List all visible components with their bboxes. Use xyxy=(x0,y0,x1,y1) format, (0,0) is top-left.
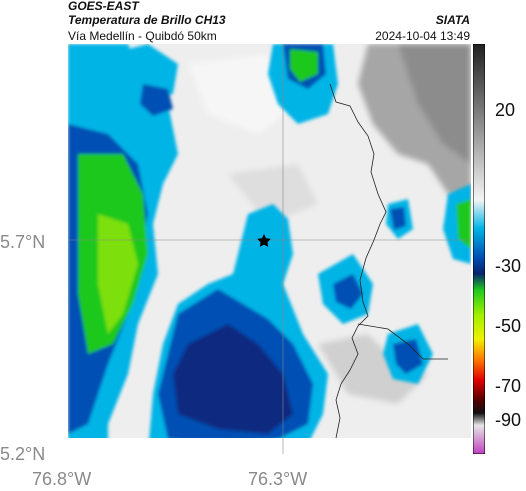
border-line xyxy=(357,323,448,360)
colorbar-label: -30 xyxy=(495,256,522,276)
colorbar-label: -70 xyxy=(495,376,522,396)
city-star-marker xyxy=(257,234,271,247)
satellite-map[interactable] xyxy=(68,44,471,454)
timestamp: 2024-10-04 13:49 xyxy=(375,29,470,43)
lat-tick-label: 5.2°N xyxy=(0,444,46,464)
colorbar-gradient xyxy=(472,43,488,455)
colorbar-label: 20 xyxy=(495,100,516,120)
lon-tick-label: 76.3°W xyxy=(248,469,308,489)
coastline xyxy=(329,83,387,439)
region-subtitle: Vía Medellín - Quibdó 50km xyxy=(68,29,217,43)
lon-tick-label: 76.8°W xyxy=(32,469,92,489)
product-title: Temperatura de Brillo CH13 xyxy=(68,13,226,27)
colorbar-label: -90 xyxy=(495,410,522,430)
colorbar xyxy=(472,43,488,455)
colorbar-label: -50 xyxy=(495,316,522,336)
map-canvas xyxy=(68,44,471,454)
warm-region xyxy=(188,44,471,404)
agency-label: SIATA xyxy=(435,13,470,27)
satellite-title: GOES-EAST xyxy=(68,0,139,13)
nodata-strip xyxy=(68,438,471,454)
lat-tick-label: 5.7°N xyxy=(0,232,46,252)
